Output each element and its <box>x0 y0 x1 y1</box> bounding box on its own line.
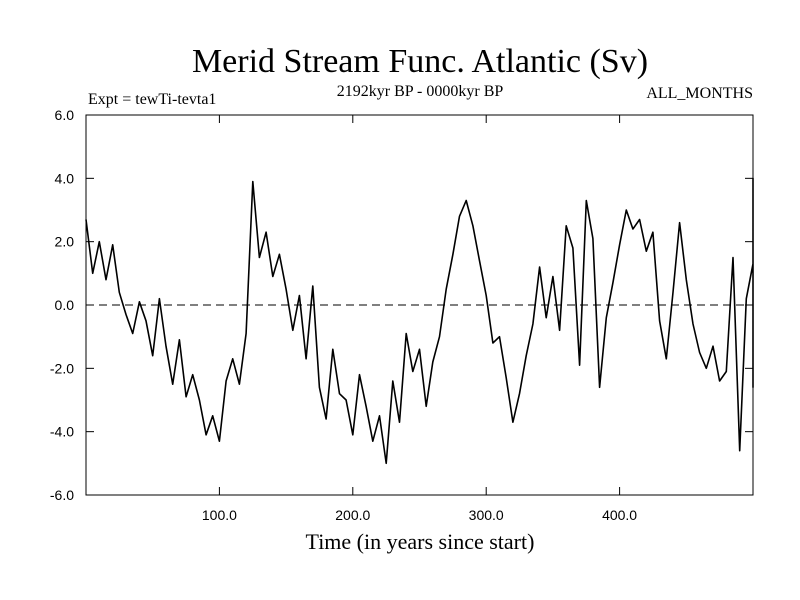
experiment-label: Expt = tewTi-tevta1 <box>88 91 216 108</box>
x-tick-label: 400.0 <box>602 507 637 523</box>
y-axis: -6.0 -4.0 -2.0 0.0 2.0 4.0 6.0 <box>50 107 753 503</box>
x-tick-label: 100.0 <box>202 507 237 523</box>
y-tick-label: 0.0 <box>55 297 75 313</box>
x-axis-label: Time (in years since start) <box>306 529 535 554</box>
y-tick-label: -4.0 <box>50 424 74 440</box>
y-tick-label: 2.0 <box>55 234 75 250</box>
x-tick-label: 200.0 <box>335 507 370 523</box>
chart-title: Merid Stream Func. Atlantic (Sv) <box>192 43 648 80</box>
y-tick-label: -6.0 <box>50 487 74 503</box>
x-tick-label: 300.0 <box>469 507 504 523</box>
x-axis: 100.0 200.0 300.0 400.0 <box>202 115 637 523</box>
y-tick-label: 4.0 <box>55 170 75 186</box>
y-tick-label: -2.0 <box>50 360 74 376</box>
series-line <box>85 177 754 465</box>
months-label: ALL_MONTHS <box>646 85 753 102</box>
y-tick-label: 6.0 <box>55 107 75 123</box>
time-range-label: 2192kyr BP - 0000kyr BP <box>337 83 504 100</box>
